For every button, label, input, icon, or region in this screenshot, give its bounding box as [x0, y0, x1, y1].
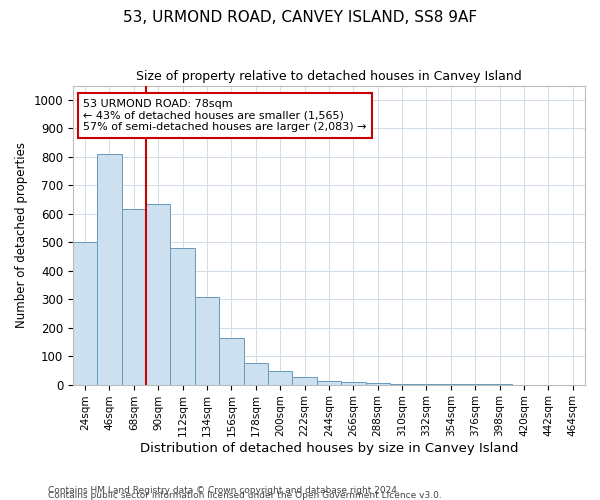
- Text: 53, URMOND ROAD, CANVEY ISLAND, SS8 9AF: 53, URMOND ROAD, CANVEY ISLAND, SS8 9AF: [123, 10, 477, 25]
- Bar: [292, 377, 317, 384]
- Bar: [195, 297, 219, 384]
- Bar: [73, 242, 97, 384]
- Bar: [146, 204, 170, 384]
- Bar: [122, 209, 146, 384]
- Bar: [219, 338, 244, 384]
- Bar: [268, 372, 292, 384]
- Title: Size of property relative to detached houses in Canvey Island: Size of property relative to detached ho…: [136, 70, 522, 83]
- Bar: [170, 248, 195, 384]
- Bar: [365, 383, 390, 384]
- Text: Contains HM Land Registry data © Crown copyright and database right 2024.: Contains HM Land Registry data © Crown c…: [48, 486, 400, 495]
- Y-axis label: Number of detached properties: Number of detached properties: [15, 142, 28, 328]
- Text: 53 URMOND ROAD: 78sqm
← 43% of detached houses are smaller (1,565)
57% of semi-d: 53 URMOND ROAD: 78sqm ← 43% of detached …: [83, 99, 367, 132]
- X-axis label: Distribution of detached houses by size in Canvey Island: Distribution of detached houses by size …: [140, 442, 518, 455]
- Bar: [317, 380, 341, 384]
- Bar: [341, 382, 365, 384]
- Bar: [244, 363, 268, 384]
- Bar: [97, 154, 122, 384]
- Text: Contains public sector information licensed under the Open Government Licence v3: Contains public sector information licen…: [48, 491, 442, 500]
